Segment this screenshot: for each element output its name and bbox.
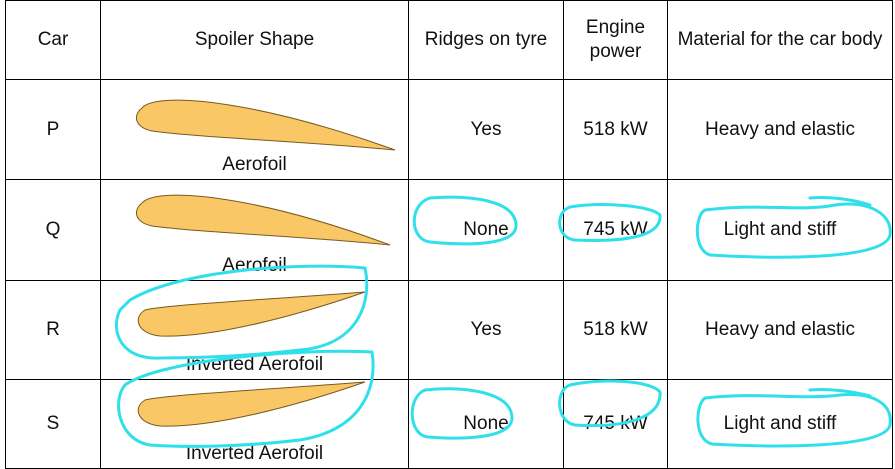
cell: Light and stiff: [668, 380, 893, 469]
cell: Inverted Aerofoil: [101, 281, 409, 380]
cell: Yes: [409, 281, 564, 380]
cell: Aerofoil: [101, 180, 409, 281]
cell: Aerofoil: [101, 80, 409, 180]
cell: None: [409, 380, 564, 469]
cell: 745 kW: [564, 380, 668, 469]
header-cell: Engine power: [564, 1, 668, 80]
header-row: Car Spoiler Shape Ridges on tyre Engine …: [6, 1, 893, 80]
page: Car Spoiler Shape Ridges on tyre Engine …: [0, 0, 895, 463]
row: R Inverted Aerofoil Yes 518 kW Heavy and…: [6, 281, 893, 380]
cell: Heavy and elastic: [668, 80, 893, 180]
cell: 518 kW: [564, 281, 668, 380]
row: Q Aerofoil None 745 kW Light and stiff: [6, 180, 893, 281]
header-cell: Material for the car body: [668, 1, 893, 80]
row: S Inverted Aerofoil None 745 kW Light an…: [6, 380, 893, 469]
cell: Yes: [409, 80, 564, 180]
cell: S: [6, 380, 101, 469]
table: Car Spoiler Shape Ridges on tyre Engine …: [5, 0, 893, 469]
row: P Aerofoil Yes 518 kW Heavy and elastic: [6, 80, 893, 180]
cell: R: [6, 281, 101, 380]
cell: Q: [6, 180, 101, 281]
header-cell: Car: [6, 1, 101, 80]
cell: P: [6, 80, 101, 180]
cell: Light and stiff: [668, 180, 893, 281]
cell: Heavy and elastic: [668, 281, 893, 380]
cell: 745 kW: [564, 180, 668, 281]
cell: None: [409, 180, 564, 281]
header-cell: Ridges on tyre: [409, 1, 564, 80]
header-cell: Spoiler Shape: [101, 1, 409, 80]
cell: Inverted Aerofoil: [101, 380, 409, 469]
cell: 518 kW: [564, 80, 668, 180]
